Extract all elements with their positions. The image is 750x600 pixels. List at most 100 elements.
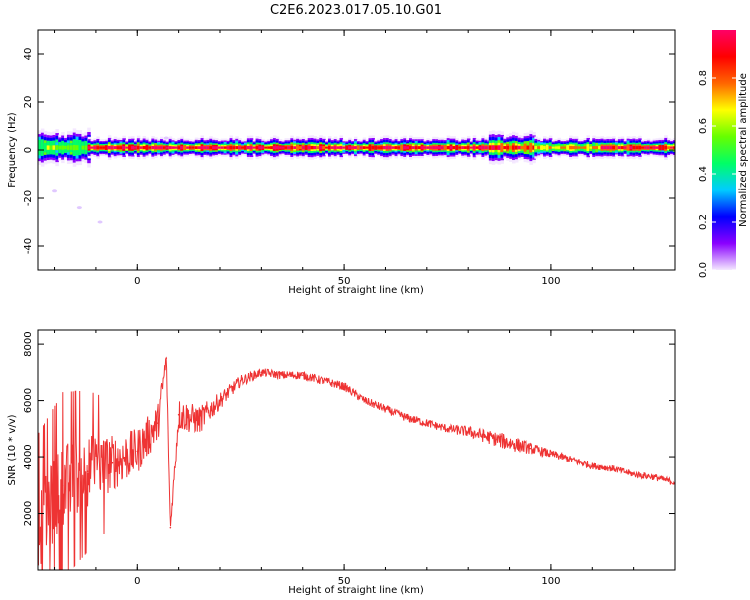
spectrogram-cell: [238, 146, 242, 149]
spectrogram-speck: [97, 220, 103, 224]
spectrogram-cell: [113, 146, 118, 150]
spectrogram-cell: [583, 146, 588, 149]
snr-data-point: [260, 371, 263, 374]
spectrogram-cell: [388, 146, 393, 150]
spectrogram-cell: [517, 145, 522, 150]
spectrogram-cell: [672, 146, 675, 149]
spectrogram-cell: [293, 146, 297, 149]
spectrogram-cell: [598, 146, 602, 150]
spectrogram-ylabel: Frequency (Hz): [7, 112, 18, 188]
spectrogram-cell: [171, 146, 176, 149]
spectrogram-cell: [491, 145, 496, 150]
spectrogram-cell: [168, 146, 173, 150]
spectrogram-cell: [461, 146, 465, 150]
spectrogram-cell: [417, 146, 422, 150]
spectrogram-cell: [652, 146, 657, 149]
colorbar-label: Normalized spectral amplitude: [738, 73, 749, 227]
spectrogram-cell: [183, 146, 187, 149]
spectrogram-cell: [310, 145, 315, 150]
spectrogram-speck: [52, 189, 58, 193]
spectrogram-cell: [400, 146, 404, 150]
spectrogram-cell: [232, 146, 236, 149]
x-tick-label: 100: [541, 576, 560, 587]
spectrogram-cell: [512, 145, 516, 150]
spectrogram-cell: [446, 145, 451, 150]
y-tick-label: 20: [23, 96, 34, 109]
spectrogram-cell: [670, 146, 674, 149]
spectrogram-cell: [365, 146, 370, 149]
spectrogram-cell: [142, 146, 147, 150]
spectrogram-cell: [241, 146, 245, 149]
spectrogram-cell: [180, 146, 184, 150]
spectrogram-cell: [194, 146, 199, 149]
spectrogram-cell: [543, 146, 547, 150]
snr-data-point: [165, 357, 168, 360]
spectrogram-cell: [246, 145, 251, 150]
spectrogram-cell: [423, 146, 428, 149]
spectrogram-cell: [55, 145, 59, 151]
spectrogram-cell: [333, 146, 338, 150]
spectrogram-cell: [469, 146, 474, 149]
colorbar-tick-label: 0.0: [698, 262, 709, 278]
spectrogram-cell: [270, 146, 274, 150]
spectrogram-cell: [351, 146, 355, 149]
snr-data-point: [632, 473, 635, 475]
spectrogram-cell: [641, 146, 645, 149]
spectrogram-cell: [49, 145, 54, 150]
snr-data-point: [86, 470, 89, 472]
spectrogram-cell: [278, 146, 283, 149]
spectrogram-cell: [548, 145, 553, 150]
snr-panel: 0 50 100 2000 4000 6000 8000 Height of straigh…: [7, 329, 676, 596]
spectrogram-xlabel: Height of straight line (km): [288, 285, 424, 296]
snr-data-point: [157, 422, 159, 424]
y-tick-label: 8000: [23, 331, 34, 356]
spectrogram-cell: [623, 146, 628, 149]
spectrogram-cell: [348, 146, 352, 149]
spectrogram-plot-area: [38, 127, 675, 224]
spectrogram-cell: [139, 146, 144, 149]
x-tick-label: 0: [134, 576, 140, 587]
spectrogram-cell: [116, 146, 121, 149]
spectrogram-cell: [162, 146, 167, 149]
spectrogram-cell: [394, 146, 399, 150]
snr-data-point: [219, 399, 221, 402]
colorbar-gradient: [712, 30, 736, 270]
spectrogram-cell: [287, 146, 291, 149]
spectrogram-cell: [377, 146, 381, 149]
spectrogram-cell: [299, 146, 303, 150]
spectrogram-cell: [61, 145, 65, 150]
snr-data-point: [591, 464, 594, 467]
spectrogram-cell: [319, 145, 323, 150]
spectrogram-cell: [174, 146, 178, 149]
spectrogram-cell: [43, 145, 48, 150]
spectrogram-cell: [226, 146, 231, 149]
spectrogram-cell: [455, 146, 459, 149]
spectrogram-cell: [540, 146, 544, 149]
spectrogram-cell: [629, 146, 633, 150]
snr-data-point: [446, 428, 449, 430]
spectrogram-cell: [643, 146, 648, 149]
spectrogram-cell: [215, 146, 219, 149]
x-tick-label: 0: [134, 276, 140, 287]
figure-title: C2E6.2023.017.05.10.G01: [270, 3, 442, 18]
spectrogram-cell: [275, 146, 280, 150]
spectrogram-cell: [58, 145, 62, 150]
spectrogram-cell: [290, 145, 294, 150]
spectrogram-cell: [529, 145, 533, 150]
spectrogram-cell: [414, 146, 419, 150]
spectrogram-cell: [368, 145, 372, 150]
spectrogram-cell: [580, 146, 585, 149]
spectrogram-cell: [200, 145, 205, 150]
snr-data-point: [281, 374, 283, 376]
snr-xlabel: Height of straight line (km): [288, 585, 424, 596]
spectrogram-cell: [488, 145, 493, 150]
spectrogram-cell: [197, 146, 202, 149]
spectrogram-cell: [220, 146, 225, 149]
snr-data-point: [405, 416, 407, 419]
spectrogram-cell: [617, 146, 622, 150]
spectrogram-cell: [503, 146, 507, 150]
snr-data-point: [239, 380, 242, 382]
snr-data-point: [169, 526, 172, 529]
spectrogram-cell: [336, 146, 341, 149]
